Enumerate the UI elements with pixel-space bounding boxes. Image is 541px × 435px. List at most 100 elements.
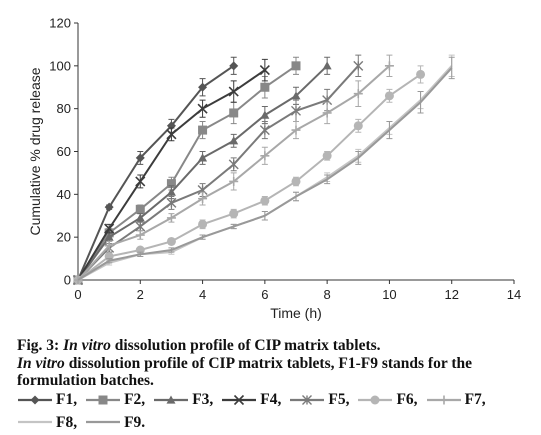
series-f9-error-bar — [168, 247, 175, 253]
y-tick-label: 20 — [57, 230, 71, 245]
legend-swatch-marker — [302, 394, 313, 405]
legend-swatch-f5 — [290, 394, 325, 405]
legend-swatch-f1 — [18, 395, 52, 404]
legend-label-f2: F2, — [124, 391, 146, 408]
series-f2-point — [198, 125, 208, 135]
series-f6-point — [322, 151, 332, 161]
series-f2-point — [291, 61, 301, 71]
series-f5-point — [135, 221, 146, 232]
series-f9-error-bar — [137, 251, 144, 257]
series-f2-line — [77, 65, 297, 281]
series-f3-point — [198, 153, 208, 162]
series-f9-error-bar — [417, 91, 424, 114]
legend-item-f6: F6, — [357, 389, 418, 410]
series-f1-line — [77, 65, 235, 281]
y-tick-label: 120 — [49, 16, 71, 31]
series-f4-point — [104, 223, 115, 234]
series-f9-error-bar — [293, 191, 299, 202]
series-f1-point — [229, 61, 239, 71]
series-f6 — [73, 65, 426, 285]
series-f7-point — [384, 61, 394, 71]
series-f5-point — [166, 197, 177, 208]
x-tick-label: 10 — [382, 287, 396, 302]
series-f1-point — [104, 202, 114, 212]
caption-title-rest: dissolution profile of CIP matrix tablet… — [110, 337, 381, 354]
series-f9-error-bar — [261, 210, 268, 221]
series-f6-point — [353, 121, 363, 131]
legend-swatch-f3 — [154, 395, 189, 404]
series-f3-point — [135, 213, 145, 222]
series-f6-point — [260, 196, 270, 206]
series-f9-error-bar — [324, 174, 331, 185]
legend-swatch-marker — [439, 395, 449, 404]
series-f4-point — [228, 86, 239, 97]
legend-label-f5: F5, — [328, 391, 350, 408]
series-f2-point — [260, 82, 270, 92]
series-f6-point — [198, 219, 208, 229]
series-f9 — [77, 56, 455, 281]
series-f3-point — [166, 187, 176, 196]
series-f9-error-bar — [106, 258, 113, 264]
legend-swatch-f9 — [86, 420, 121, 424]
series-f3-point — [260, 110, 270, 119]
series-f3-point — [104, 232, 114, 241]
series-f5-line — [77, 65, 360, 281]
series-f6-point — [416, 69, 426, 79]
legend-swatch-f2 — [86, 395, 121, 404]
series-f6-line — [77, 73, 422, 281]
legend-label-f4: F4, — [260, 391, 282, 408]
legend-label-f1: F1, — [56, 391, 78, 408]
caption-desc-italic: In vitro — [17, 354, 65, 372]
series-f9-error-bar — [355, 151, 362, 165]
y-tick-label: 80 — [57, 101, 71, 116]
series-f3-point — [322, 61, 332, 70]
series-f7-point — [322, 108, 332, 118]
series-f2-point — [166, 179, 176, 189]
legend-swatch-marker — [234, 394, 245, 405]
series-f9-error-bar — [199, 234, 206, 240]
series-f5-point — [353, 60, 364, 71]
series-f5-point — [228, 159, 239, 170]
series-f2-point — [135, 204, 145, 214]
legend-label-f9: F9. — [124, 413, 146, 431]
y-tick-label: 60 — [57, 144, 71, 159]
legend-item-f3: F3, — [153, 389, 213, 410]
chart-legend: F1, F2, F3, F4, F5, F6, F7, F8, F9. — [17, 389, 537, 434]
caption-desc-rest: dissolution profile of CIP matrix tablet… — [17, 354, 472, 390]
x-tick-label: 8 — [324, 287, 331, 302]
series-f4-point — [135, 176, 146, 187]
series-f7-point — [166, 213, 176, 223]
legend-item-f4: F4, — [221, 389, 281, 410]
dissolution-chart: 0 2 4 6 8 10 12 14 0 20 40 60 80 100 120 Time (h) Cumu… — [27, 16, 521, 322]
y-tick-label: 0 — [64, 273, 71, 288]
series-f6-point — [229, 209, 239, 219]
legend-swatch-f8 — [18, 420, 52, 424]
legend-label-f8: F8, — [56, 413, 78, 431]
chart-ticks: 0 2 4 6 8 10 12 14 0 20 40 60 80 100 120 — [49, 16, 521, 303]
x-tick-label: 6 — [261, 287, 268, 302]
caption-description: In vitro dissolution profile of CIP matr… — [17, 355, 537, 390]
series-f7-point — [291, 125, 301, 135]
caption-title-italic: In vitro — [63, 337, 111, 354]
y-tick-label: 40 — [57, 187, 71, 202]
legend-item-f2: F2, — [85, 389, 145, 410]
series-f6-point — [291, 176, 301, 186]
x-tick-label: 12 — [444, 287, 458, 302]
legend-label-f6: F6, — [396, 391, 418, 408]
legend-swatch-f6 — [358, 395, 393, 404]
x-tick-label: 2 — [137, 287, 144, 302]
legend-item-f7: F7, — [426, 389, 486, 410]
series-f1-point — [198, 82, 208, 92]
legend-item-f8: F8, — [17, 412, 77, 433]
series-f3-line — [77, 65, 328, 281]
x-tick-label: 0 — [74, 287, 81, 302]
y-axis-title: Cumulative % drug release — [27, 67, 43, 235]
series-f7-point — [260, 151, 270, 161]
series-f1-point — [135, 153, 145, 163]
legend-label-f3: F3, — [192, 391, 214, 408]
legend-item-f9: F9. — [85, 412, 145, 433]
x-axis-title: Time (h) — [270, 305, 322, 321]
y-tick-label: 100 — [49, 58, 71, 73]
series-f2-point — [229, 108, 239, 118]
series-f7-point — [353, 89, 363, 99]
